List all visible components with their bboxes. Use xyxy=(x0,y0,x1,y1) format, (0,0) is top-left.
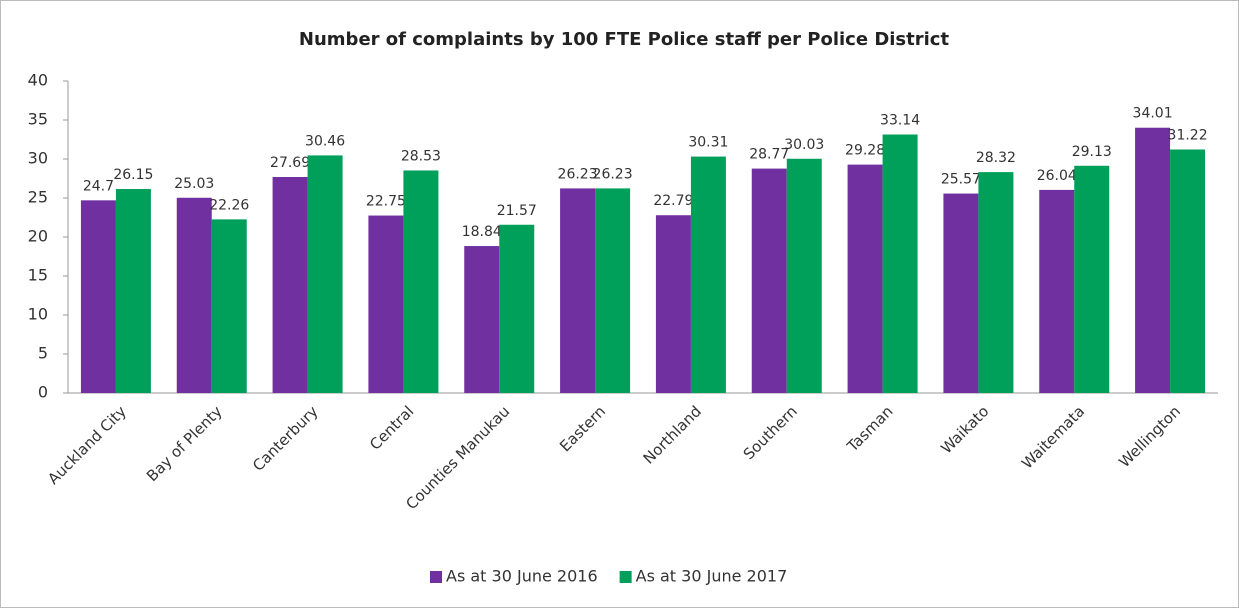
y-tick-label: 20 xyxy=(28,227,48,246)
data-label: 30.46 xyxy=(305,133,345,149)
data-label: 22.26 xyxy=(209,197,249,213)
data-label: 28.32 xyxy=(976,150,1016,166)
y-tick-label: 25 xyxy=(28,188,48,207)
data-label: 33.14 xyxy=(880,113,920,129)
y-tick-label: 30 xyxy=(28,149,48,168)
bar xyxy=(655,215,691,393)
y-tick-label: 0 xyxy=(38,383,48,402)
bar xyxy=(690,156,726,393)
data-label: 26.23 xyxy=(558,166,598,182)
bar xyxy=(403,170,439,393)
bar xyxy=(1074,165,1110,393)
data-label: 34.01 xyxy=(1133,106,1173,122)
data-label: 22.75 xyxy=(366,194,406,210)
y-tick-label: 40 xyxy=(28,71,48,90)
data-label: 26.23 xyxy=(593,166,633,182)
bar xyxy=(211,219,247,393)
bar xyxy=(115,189,151,393)
legend-swatch xyxy=(430,571,442,583)
bar xyxy=(176,197,212,393)
data-label: 30.31 xyxy=(688,135,728,151)
data-label: 27.69 xyxy=(270,155,310,171)
data-label: 29.28 xyxy=(845,143,885,159)
bar xyxy=(560,188,596,393)
data-label: 21.57 xyxy=(497,203,537,219)
bar xyxy=(1170,149,1206,393)
data-label: 22.79 xyxy=(653,193,693,209)
bar xyxy=(1039,189,1075,393)
y-tick-label: 10 xyxy=(28,305,48,324)
bar xyxy=(368,215,404,393)
y-tick-label: 15 xyxy=(28,266,48,285)
bar xyxy=(499,224,535,393)
data-label: 29.13 xyxy=(1072,144,1112,160)
data-label: 25.03 xyxy=(174,176,214,192)
y-tick-label: 5 xyxy=(38,344,48,363)
y-tick-label: 35 xyxy=(28,110,48,129)
bar xyxy=(464,246,500,393)
data-label: 26.15 xyxy=(113,167,153,183)
data-label: 18.84 xyxy=(462,224,502,240)
bar xyxy=(307,155,343,393)
bar xyxy=(847,164,883,393)
bar xyxy=(1135,127,1171,394)
legend-label: As at 30 June 2017 xyxy=(636,567,788,586)
data-label: 26.04 xyxy=(1037,168,1077,184)
data-label: 28.77 xyxy=(749,147,789,163)
bar xyxy=(751,168,787,393)
data-label: 30.03 xyxy=(784,137,824,153)
legend-label: As at 30 June 2016 xyxy=(446,567,598,586)
bar xyxy=(595,188,631,393)
chart-title: Number of complaints by 100 FTE Police s… xyxy=(299,29,950,50)
bar xyxy=(272,177,308,393)
bar xyxy=(943,193,979,393)
bar xyxy=(978,172,1014,393)
data-label: 25.57 xyxy=(941,172,981,188)
data-label: 24.7 xyxy=(83,178,114,194)
bar xyxy=(882,134,918,393)
data-label: 28.53 xyxy=(401,148,441,164)
bar xyxy=(786,158,822,393)
bar xyxy=(80,200,116,393)
data-label: 31.22 xyxy=(1168,127,1208,143)
legend-swatch xyxy=(619,571,632,583)
